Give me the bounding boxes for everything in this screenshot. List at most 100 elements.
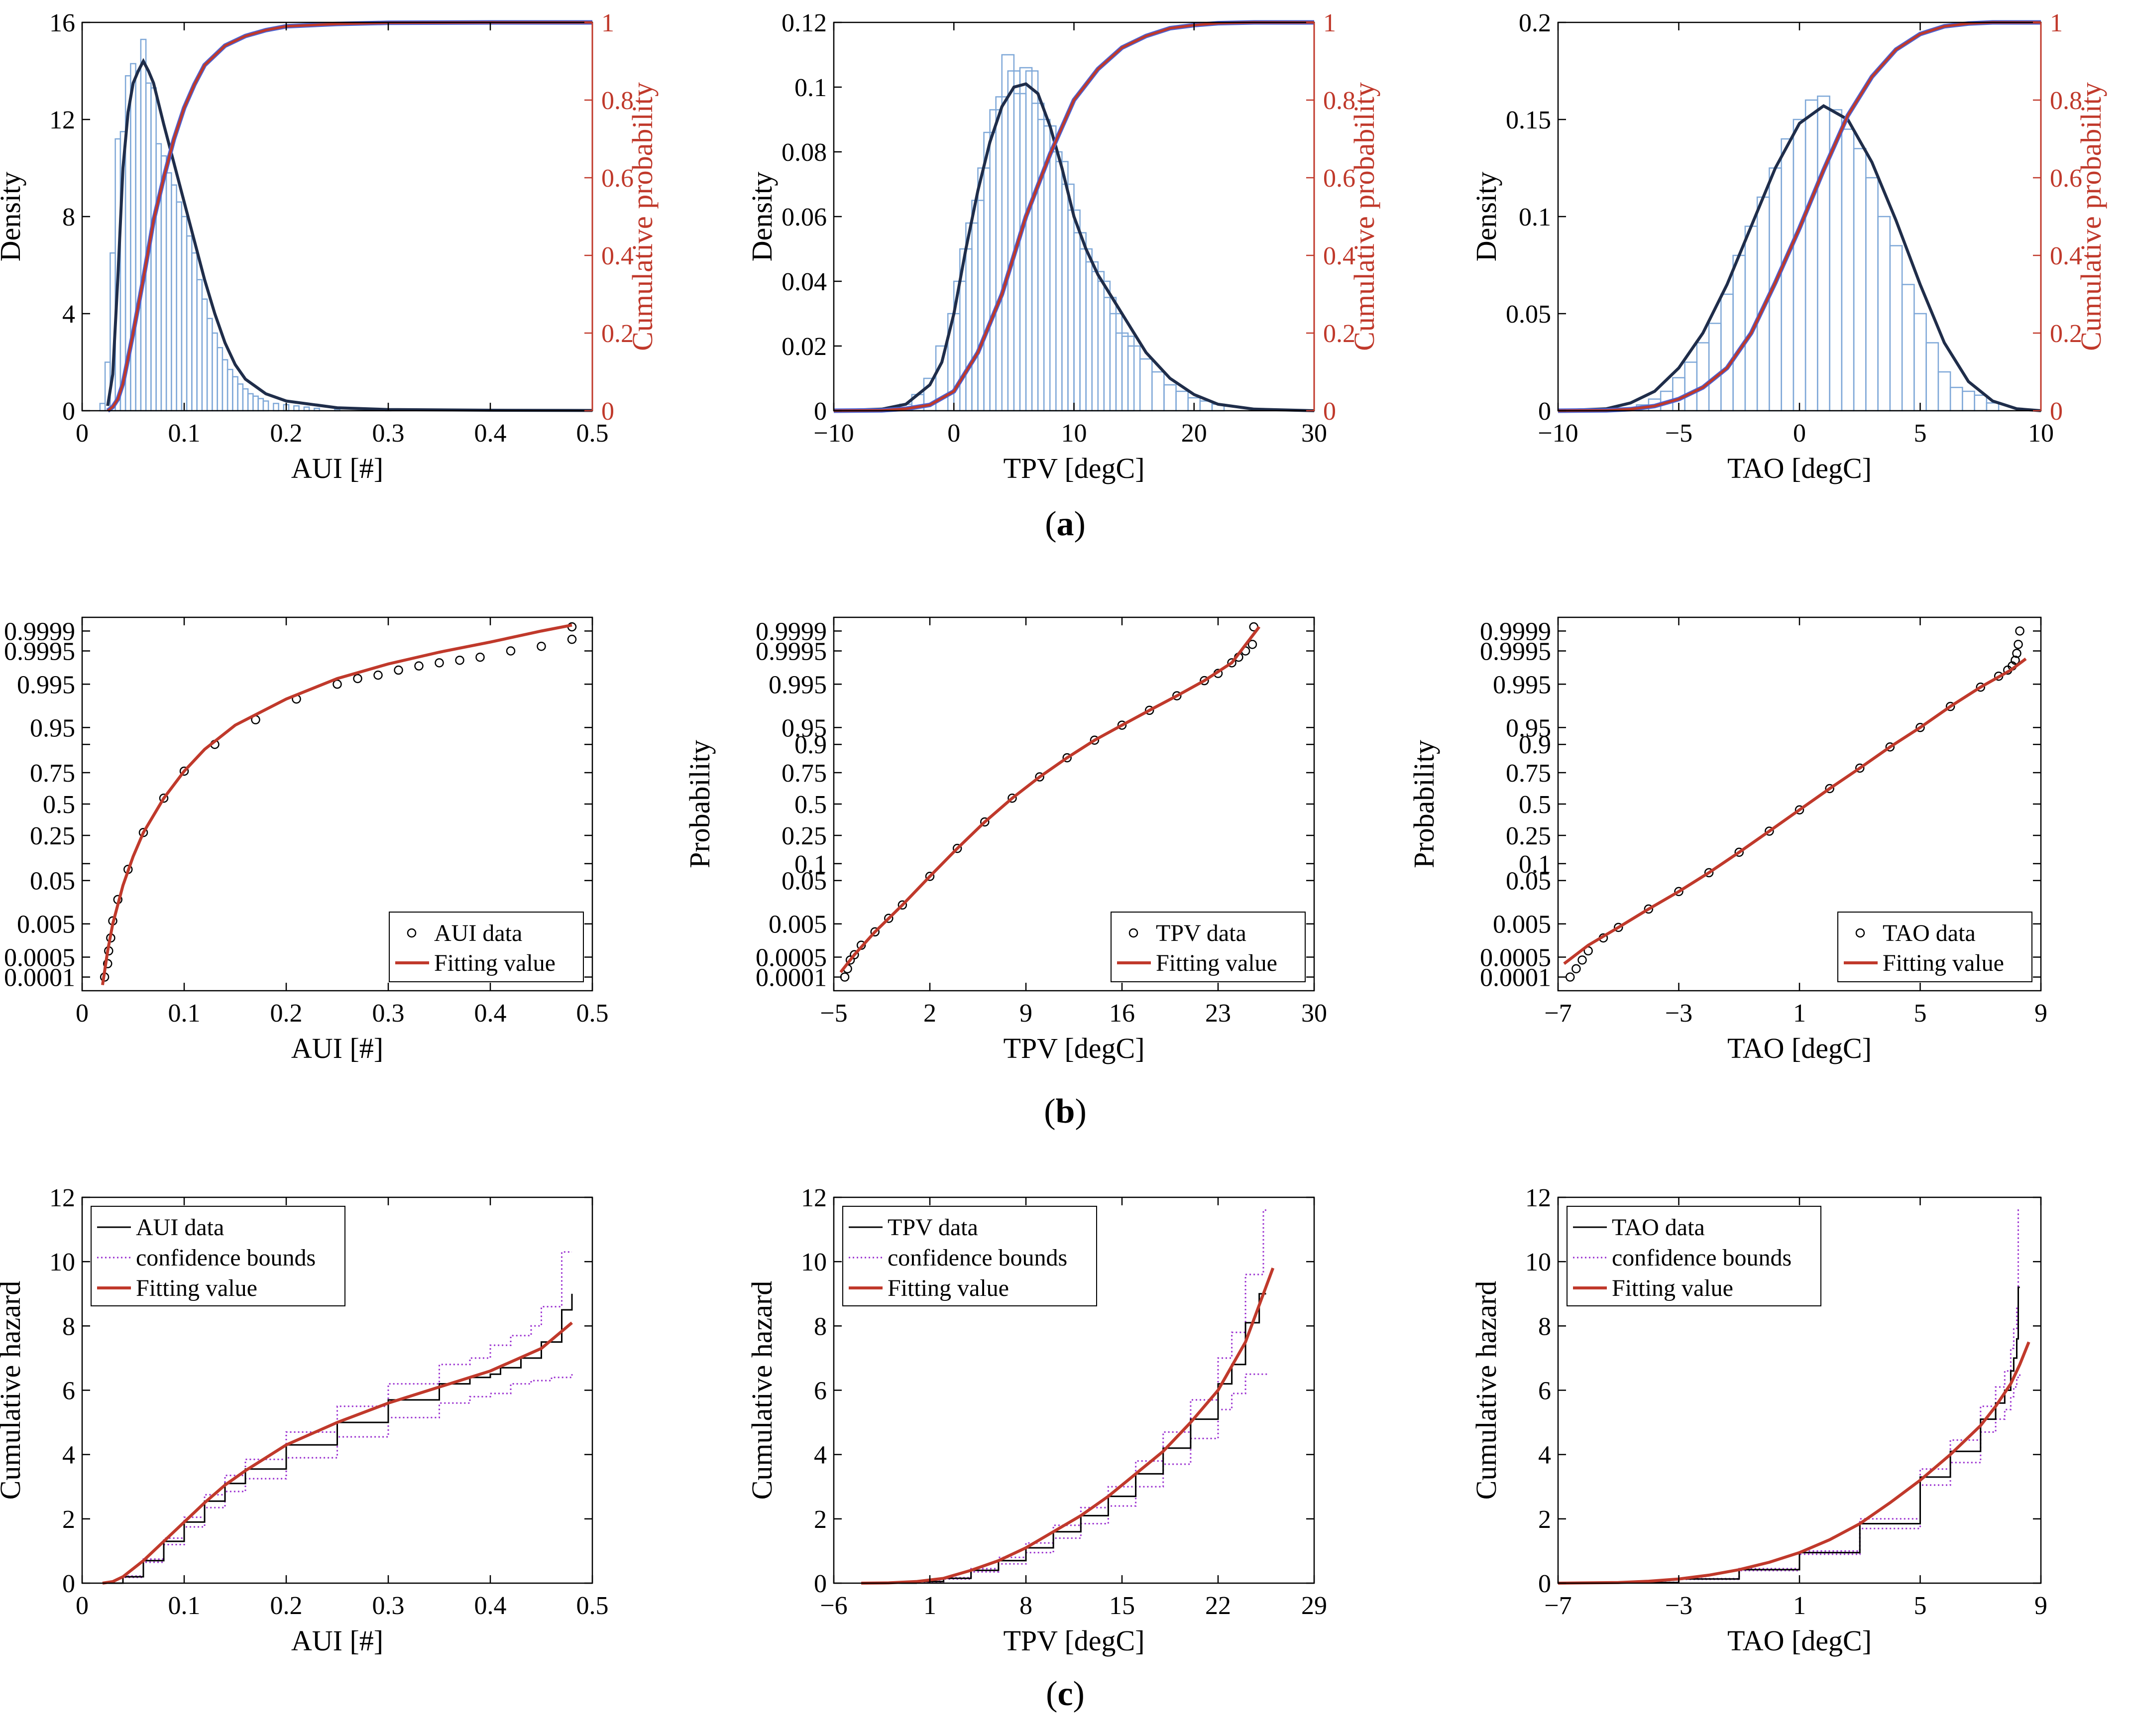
x-axis-label: TAO [degC] bbox=[1727, 452, 1872, 484]
y-tick-label: 0.12 bbox=[782, 9, 827, 37]
density-curve bbox=[1558, 104, 2041, 412]
data-point bbox=[394, 665, 403, 675]
x-tick-label: −5 bbox=[1665, 419, 1692, 448]
y-tick-label: 0 bbox=[1538, 1570, 1551, 1598]
y-tick-label: 0.05 bbox=[1506, 300, 1551, 329]
legend-bounds-label: confidence bounds bbox=[888, 1245, 1067, 1271]
subfigure-tag-letter: a bbox=[1057, 505, 1074, 543]
legend-box bbox=[1837, 912, 2032, 982]
histogram-bar bbox=[1949, 386, 1963, 412]
x-tick-label: 0.3 bbox=[372, 419, 405, 448]
legend-box bbox=[91, 1206, 345, 1306]
y-tick-label: 0.05 bbox=[30, 867, 75, 896]
y-tick-label: 0.95 bbox=[1506, 714, 1551, 742]
x-tick-label: 15 bbox=[1109, 1592, 1135, 1620]
x-tick-label: 0.1 bbox=[168, 999, 201, 1028]
fitted-line bbox=[839, 626, 1261, 973]
x-tick-label: −3 bbox=[1665, 1592, 1692, 1620]
data-point bbox=[925, 872, 935, 881]
x-tick-label: 29 bbox=[1301, 1592, 1327, 1620]
histogram-bar bbox=[1986, 402, 2000, 412]
y-tick-label: 0.5 bbox=[43, 791, 75, 819]
histogram-bar bbox=[1708, 323, 1722, 412]
histogram-bar bbox=[1696, 342, 1710, 412]
fitted-cdf-curve bbox=[833, 21, 1314, 412]
y-tick-label: 0.02 bbox=[782, 333, 827, 361]
legend-fit-label: Fitting value bbox=[434, 950, 556, 976]
empirical-cdf-curve bbox=[106, 20, 592, 413]
y-tick-label: 0.95 bbox=[782, 714, 827, 742]
data-point bbox=[1825, 784, 1834, 794]
histogram-bar bbox=[273, 403, 279, 412]
y-tick-label: 0.9 bbox=[794, 731, 827, 759]
data-point bbox=[435, 658, 444, 668]
y2-tick-label: 0.4 bbox=[601, 242, 634, 270]
histogram-bar bbox=[1163, 384, 1177, 412]
y-tick-label: 10 bbox=[801, 1248, 827, 1276]
y-tick-label: 0.995 bbox=[17, 671, 75, 699]
y-tick-label: 0.0005 bbox=[4, 944, 75, 972]
histogram-bar bbox=[257, 398, 264, 412]
lower-confidence-bound bbox=[1558, 1374, 2021, 1584]
fitted-cdf-curve bbox=[1558, 21, 2041, 412]
histogram-bar bbox=[140, 38, 147, 412]
y2-tick-label: 1 bbox=[2050, 9, 2063, 37]
x-tick-label: −7 bbox=[1544, 999, 1571, 1028]
histogram-bar bbox=[206, 318, 213, 412]
x-tick-label: 30 bbox=[1301, 419, 1327, 448]
y-tick-label: 0.1 bbox=[794, 850, 827, 879]
subfigure-tag: (c) bbox=[1046, 1675, 1085, 1713]
y-tick-label: 8 bbox=[814, 1312, 827, 1341]
y-tick-label: 0.0001 bbox=[1480, 964, 1551, 992]
data-point bbox=[897, 900, 907, 910]
y-tick-label: 0.5 bbox=[1519, 791, 1551, 819]
y2-axis-label: Cumulative probability bbox=[626, 82, 659, 351]
x-tick-label: 0.2 bbox=[270, 419, 303, 448]
histogram-bar bbox=[226, 368, 233, 412]
legend-data-label: TAO data bbox=[1883, 920, 1976, 946]
y-tick-label: 0.1 bbox=[794, 74, 827, 102]
panel-1-2: −10 0 10 20 3000.020.040.060.080.10.1200.20.… bbox=[746, 9, 1380, 484]
legend-box bbox=[1111, 912, 1306, 982]
x-tick-label: 0.1 bbox=[168, 1592, 201, 1620]
y2-tick-label: 0 bbox=[1323, 397, 1336, 426]
data-point bbox=[1144, 705, 1154, 715]
y-tick-label: 0 bbox=[814, 1570, 827, 1598]
data-step-line bbox=[861, 1293, 1266, 1584]
histogram-bar bbox=[1865, 177, 1879, 412]
y-tick-label: 0.95 bbox=[30, 714, 75, 742]
panel-1-1: 0 0.1 0.2 0.3 0.4 0.5048121600.20.40.60.81Cum… bbox=[0, 9, 659, 484]
legend-data-label: AUI data bbox=[434, 920, 522, 946]
fitted-line bbox=[1563, 657, 2027, 965]
x-tick-label: 0 bbox=[947, 419, 960, 448]
y2-tick-label: 0.4 bbox=[1323, 242, 1355, 270]
histogram-bar bbox=[176, 201, 183, 412]
x-tick-label: 0 bbox=[76, 419, 89, 448]
y2-tick-label: 0.8 bbox=[601, 87, 634, 115]
y-tick-label: 8 bbox=[62, 203, 75, 231]
subfigure-tag-open: ( bbox=[1044, 1092, 1055, 1131]
y-axis-label: Probability bbox=[683, 740, 716, 868]
y-tick-label: 0.75 bbox=[782, 759, 827, 788]
y-tick-label: 0.005 bbox=[769, 911, 827, 939]
legend: TAO data confidence bounds Fitting value bbox=[1567, 1206, 1821, 1306]
legend-data-label: TPV data bbox=[1156, 920, 1246, 946]
y-tick-label: 0.0005 bbox=[756, 944, 827, 972]
legend-bounds-label: confidence bounds bbox=[136, 1245, 316, 1271]
histogram-bar bbox=[171, 184, 177, 412]
y2-tick-label: 0 bbox=[601, 397, 614, 426]
fitted-cdf-curve bbox=[107, 21, 592, 412]
density-curve bbox=[106, 58, 593, 412]
data-point bbox=[850, 950, 859, 959]
x-tick-label: 0.2 bbox=[270, 1592, 303, 1620]
x-tick-label: 16 bbox=[1109, 999, 1135, 1028]
y-tick-label: 0.005 bbox=[1493, 911, 1551, 939]
fitted-hazard-curve bbox=[861, 1268, 1275, 1585]
x-tick-label: 9 bbox=[2034, 999, 2047, 1028]
data-point bbox=[1915, 723, 1925, 732]
y-tick-label: 0.9995 bbox=[4, 637, 75, 666]
legend-marker-circle bbox=[407, 928, 417, 938]
